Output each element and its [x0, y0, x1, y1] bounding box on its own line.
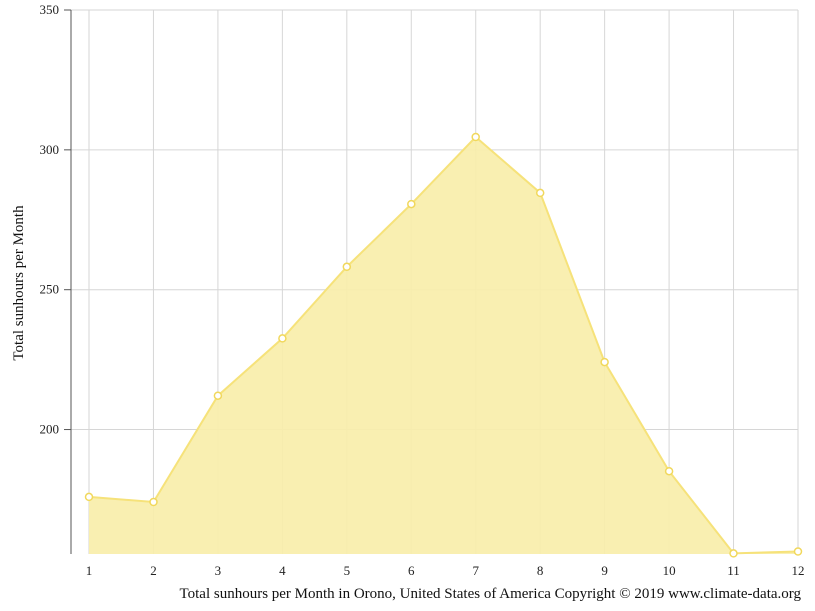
area-series	[88, 135, 799, 555]
data-point-3[interactable]	[213, 391, 223, 400]
x-tick-label: 10	[663, 563, 676, 578]
y-tick-label: 250	[40, 282, 60, 297]
series-line	[88, 135, 799, 555]
data-point-4[interactable]	[278, 334, 287, 343]
data-point-2[interactable]	[149, 497, 158, 507]
data-markers	[84, 132, 803, 558]
data-point-10[interactable]	[664, 466, 674, 476]
y-tick-label: 350	[40, 2, 60, 17]
data-point-12[interactable]	[793, 547, 803, 556]
data-point-9[interactable]	[600, 357, 609, 367]
x-tick-label: 6	[408, 563, 415, 578]
x-tick-label: 1	[86, 563, 93, 578]
data-point-1[interactable]	[84, 492, 94, 502]
x-tick-label: 2	[150, 563, 157, 578]
x-tick-label: 12	[792, 563, 805, 578]
data-point-5[interactable]	[342, 262, 352, 272]
area-fill	[89, 137, 798, 554]
y-axis-title: Total sunhours per Month	[11, 205, 27, 361]
x-tick-label: 11	[727, 563, 740, 578]
y-axis	[64, 9, 72, 554]
data-point-6[interactable]	[407, 199, 416, 209]
data-point-8[interactable]	[535, 188, 545, 198]
x-tick-label: 5	[344, 563, 351, 578]
x-tick-labels: 1 2 3 4 5 6 7 8 9 10 11 12	[86, 563, 805, 578]
x-tick-label: 3	[215, 563, 222, 578]
data-point-11[interactable]	[729, 549, 738, 558]
data-point-7[interactable]	[471, 132, 480, 142]
x-tick-label: 7	[472, 563, 479, 578]
y-tick-label: 300	[40, 142, 60, 157]
chart-caption: Total sunhours per Month in Orono, Unite…	[180, 586, 802, 602]
y-tick-labels: 200 250 300 350	[40, 2, 60, 437]
x-tick-label: 9	[601, 563, 608, 578]
x-tick-label: 8	[537, 563, 544, 578]
x-tick-label: 4	[279, 563, 286, 578]
y-tick-label: 200	[40, 422, 60, 437]
